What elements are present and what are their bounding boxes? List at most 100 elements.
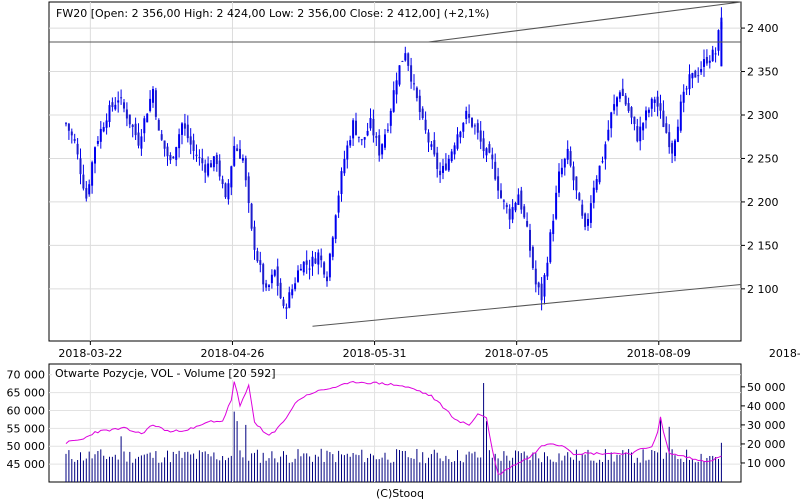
candle-body xyxy=(120,97,123,99)
open-interest-left-axis: 45 000 50 000 55 000 60 000 65 000 70 000 xyxy=(7,369,46,471)
candle-body xyxy=(273,270,276,276)
candle-body xyxy=(682,91,685,103)
candle-body xyxy=(181,123,183,135)
trend-line xyxy=(428,1,742,43)
candle-body xyxy=(418,95,421,113)
candle-body xyxy=(218,160,221,177)
open-interest-tick-label: 45 000 xyxy=(7,458,46,471)
candle-body xyxy=(404,53,407,61)
candle-body xyxy=(624,95,627,105)
candle-body xyxy=(152,88,154,103)
price-y-axis: 2 100 2 150 2 200 2 250 2 300 2 350 2 400 xyxy=(741,22,779,296)
candle-body xyxy=(276,266,279,286)
candle-body xyxy=(241,158,244,161)
candle-body xyxy=(697,75,700,77)
candle-body xyxy=(360,139,363,141)
candle-body xyxy=(334,215,337,239)
candle-body xyxy=(476,123,479,133)
candle-body xyxy=(555,192,558,219)
candle-body xyxy=(436,152,439,170)
candle-body xyxy=(610,112,613,129)
open-interest-tick-label: 70 000 xyxy=(7,369,46,382)
candle-body xyxy=(520,190,523,210)
price-y-tick-label: 2 350 xyxy=(747,66,779,79)
candle-body xyxy=(526,221,529,227)
candle-body xyxy=(395,80,398,95)
candle-body xyxy=(253,226,256,250)
candle-body xyxy=(494,161,497,180)
candle-body xyxy=(204,164,207,173)
candle-body xyxy=(375,136,378,138)
candle-body xyxy=(76,143,79,155)
volume-right-axis: 10 000 20 000 30 000 40 000 50 000 xyxy=(741,381,786,470)
candle-body xyxy=(410,65,413,82)
candle-body xyxy=(578,193,581,201)
candle-body xyxy=(566,148,569,160)
candle-body xyxy=(462,122,465,132)
candle-body xyxy=(691,73,694,79)
candle-body xyxy=(491,154,494,160)
candle-body xyxy=(111,102,114,108)
candlestick-series xyxy=(65,7,723,319)
candle-body xyxy=(215,154,218,165)
date-tick-label: 2018-03-22 xyxy=(58,347,122,360)
candle-body xyxy=(517,194,520,205)
candle-body xyxy=(192,140,195,151)
candle-body xyxy=(569,151,572,166)
candle-body xyxy=(320,255,323,261)
date-tick-label: 2018-08-09 xyxy=(627,347,691,360)
candle-body xyxy=(546,262,549,277)
candle-body xyxy=(297,270,299,282)
candle-body xyxy=(381,144,384,155)
candle-body xyxy=(424,119,427,131)
open-interest-tick-label: 65 000 xyxy=(7,387,46,400)
price-y-tick-label: 2 400 xyxy=(747,22,779,35)
open-interest-tick-label: 50 000 xyxy=(7,440,46,453)
candle-body xyxy=(343,158,346,174)
date-tick-label: 2018-09-13 xyxy=(769,347,800,360)
candle-body xyxy=(633,116,636,125)
candle-body xyxy=(636,126,639,142)
volume-tick-label: 40 000 xyxy=(747,400,786,413)
candle-body xyxy=(247,176,250,204)
candle-body xyxy=(108,105,111,123)
candle-body xyxy=(308,268,311,270)
price-y-tick-label: 2 150 xyxy=(747,239,779,252)
candle-body xyxy=(531,247,534,268)
candle-body xyxy=(143,118,146,134)
candle-body xyxy=(201,157,204,164)
candle-body xyxy=(227,183,230,200)
candle-body xyxy=(366,130,369,136)
candle-body xyxy=(653,99,656,103)
candle-body xyxy=(543,275,546,297)
candle-body xyxy=(703,59,705,67)
candle-body xyxy=(378,135,381,156)
candle-body xyxy=(430,144,433,147)
candle-body xyxy=(662,110,665,127)
date-tick-label: 2018-07-05 xyxy=(485,347,549,360)
candle-body xyxy=(149,98,152,111)
candle-body xyxy=(601,161,604,163)
candle-body xyxy=(305,260,308,265)
candle-body xyxy=(674,140,676,156)
candle-body xyxy=(79,158,82,175)
candle-body xyxy=(189,136,192,145)
candle-body xyxy=(386,129,389,131)
candle-body xyxy=(146,113,149,123)
candle-body xyxy=(244,158,247,181)
candle-body xyxy=(616,97,618,107)
candle-body xyxy=(592,187,595,203)
candle-body xyxy=(407,53,410,66)
candle-body xyxy=(439,170,442,176)
footer-copyright: (C)Stooq xyxy=(376,487,424,500)
candle-body xyxy=(627,103,630,111)
candle-body xyxy=(160,134,163,140)
candle-body xyxy=(413,83,415,85)
candle-body xyxy=(210,163,212,168)
candle-body xyxy=(711,49,714,62)
candle-body xyxy=(140,136,143,149)
candle-body xyxy=(131,124,134,127)
candle-body xyxy=(85,188,88,199)
candle-body xyxy=(317,252,320,265)
candle-body xyxy=(175,147,178,160)
